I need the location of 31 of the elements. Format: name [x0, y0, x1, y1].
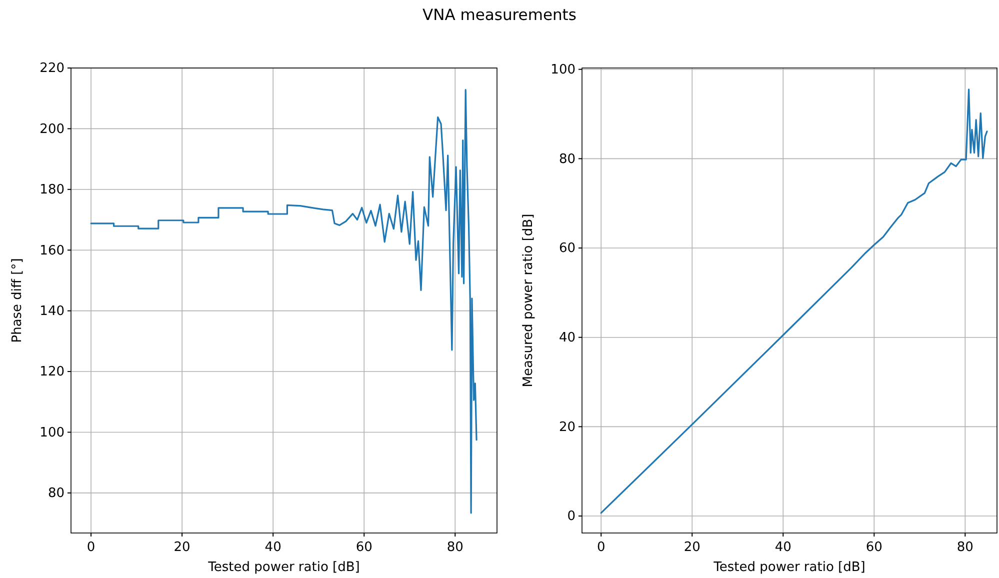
- x-tick-label: 40: [264, 540, 282, 556]
- x-tick-label: 80: [956, 540, 974, 556]
- x-tick-label: 20: [174, 540, 190, 556]
- y-tick-label: 220: [40, 61, 64, 76]
- line-series: [600, 88, 988, 514]
- x-tick-label: 20: [684, 540, 700, 556]
- y-axis-title: Measured power ratio [dB]: [521, 214, 536, 388]
- y-tick-label: 60: [558, 241, 576, 256]
- y-tick-label: 180: [40, 182, 64, 198]
- y-tick-label: 200: [40, 122, 64, 137]
- line-series: [90, 89, 478, 514]
- y-axis-title: Phase diff [°]: [10, 258, 25, 343]
- x-tick-label: 60: [356, 540, 372, 556]
- y-tick-label: 100: [550, 62, 576, 78]
- x-axis-title: Tested power ratio [dB]: [712, 560, 866, 575]
- x-tick-label: 60: [866, 540, 882, 556]
- y-tick-label: 100: [40, 425, 64, 440]
- x-tick-label: 0: [596, 540, 606, 556]
- y-tick-label: 140: [40, 304, 64, 319]
- y-tick-label: 80: [558, 152, 576, 167]
- y-tick-label: 160: [40, 243, 64, 258]
- y-tick-label: 0: [567, 509, 576, 524]
- y-tick-label: 40: [558, 330, 576, 346]
- y-tick-label: 120: [40, 364, 64, 380]
- x-tick-label: 0: [86, 540, 96, 556]
- chart-title: VNA measurements: [422, 6, 576, 24]
- x-tick-label: 40: [774, 540, 792, 556]
- x-axis-title: Tested power ratio [dB]: [207, 560, 360, 575]
- x-tick-label: 80: [446, 540, 464, 556]
- y-tick-label: 20: [558, 420, 576, 435]
- y-tick-label: 80: [48, 486, 64, 502]
